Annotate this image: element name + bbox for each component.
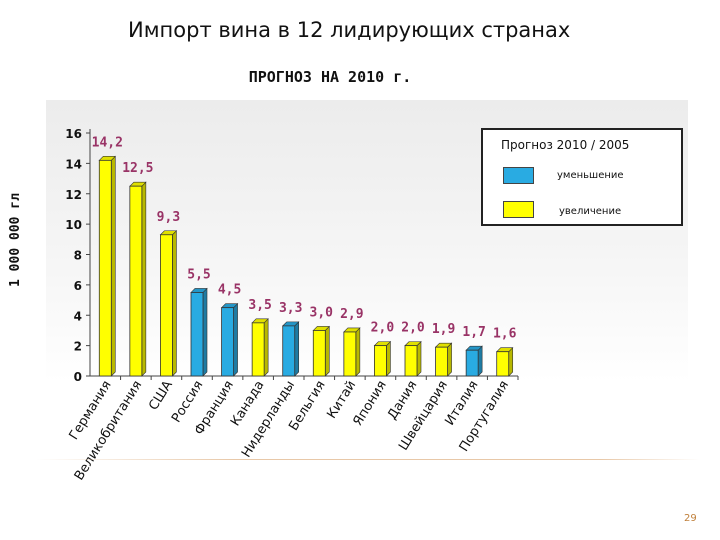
bar: [374, 345, 387, 377]
bar-side: [294, 321, 300, 377]
bar-side: [110, 155, 116, 377]
data-label: 1,7: [462, 325, 485, 340]
bar: [160, 234, 173, 377]
data-label: 2,0: [401, 321, 425, 336]
bar-side: [263, 318, 269, 377]
bar: [190, 292, 204, 377]
legend-label-increase: увеличение: [559, 206, 622, 217]
bar-side: [447, 342, 452, 377]
bar-side: [508, 346, 514, 377]
y-tick-label: 4: [74, 309, 82, 323]
bar-side: [386, 340, 391, 377]
bar: [496, 351, 510, 377]
bar-side: [202, 287, 208, 377]
bar-side: [233, 302, 238, 377]
legend: Прогноз 2010 / 2005 уменьшение увеличени…: [481, 128, 683, 226]
data-label: 12,5: [122, 161, 153, 176]
bar-side: [141, 181, 147, 377]
bar-side: [416, 340, 422, 377]
data-label: 14,2: [92, 135, 123, 150]
x-tick-label: США: [146, 378, 176, 413]
data-label: 4,5: [218, 283, 241, 298]
y-tick-label: 6: [74, 279, 82, 293]
data-label: 9,3: [157, 210, 180, 225]
data-label: 5,5: [187, 267, 210, 282]
y-tick-label: 8: [74, 249, 82, 263]
page-number: 29: [684, 513, 697, 524]
legend-swatch-increase: [503, 201, 534, 218]
bar: [129, 185, 143, 377]
footer-divider: [36, 459, 700, 460]
data-label: 2,0: [371, 321, 395, 336]
slide-title: Импорт вина в 12 лидирующих странах: [128, 18, 571, 42]
bar-side: [324, 325, 330, 377]
bar-side: [477, 345, 483, 377]
data-label: 3,3: [279, 301, 302, 316]
legend-title: Прогноз 2010 / 2005: [501, 138, 630, 152]
bar: [251, 322, 265, 377]
bar-side: [355, 327, 361, 377]
y-tick-label: 14: [65, 157, 82, 171]
bar: [312, 330, 326, 377]
y-tick-label: 16: [65, 127, 82, 141]
bar: [343, 331, 357, 377]
y-tick-label: 2: [74, 340, 82, 354]
y-tick-label: 12: [65, 188, 82, 202]
bar-side: [172, 230, 177, 377]
bar: [465, 349, 479, 377]
legend-label-decrease: уменьшение: [557, 170, 624, 181]
y-tick-label: 10: [65, 218, 82, 232]
bar: [221, 307, 234, 377]
legend-swatch-decrease: [503, 167, 534, 184]
data-label: 2,9: [340, 307, 363, 322]
bar: [98, 159, 112, 377]
data-label: 3,5: [248, 298, 271, 313]
bar: [435, 346, 448, 377]
data-label: 1,9: [432, 322, 455, 337]
chart-title: ПРОГНОЗ НА 2010 г.: [248, 68, 412, 86]
bar: [404, 345, 418, 377]
y-tick-label: 0: [74, 370, 82, 384]
data-label: 1,6: [493, 327, 517, 342]
data-label: 3,0: [310, 305, 334, 320]
bar: [282, 325, 296, 377]
